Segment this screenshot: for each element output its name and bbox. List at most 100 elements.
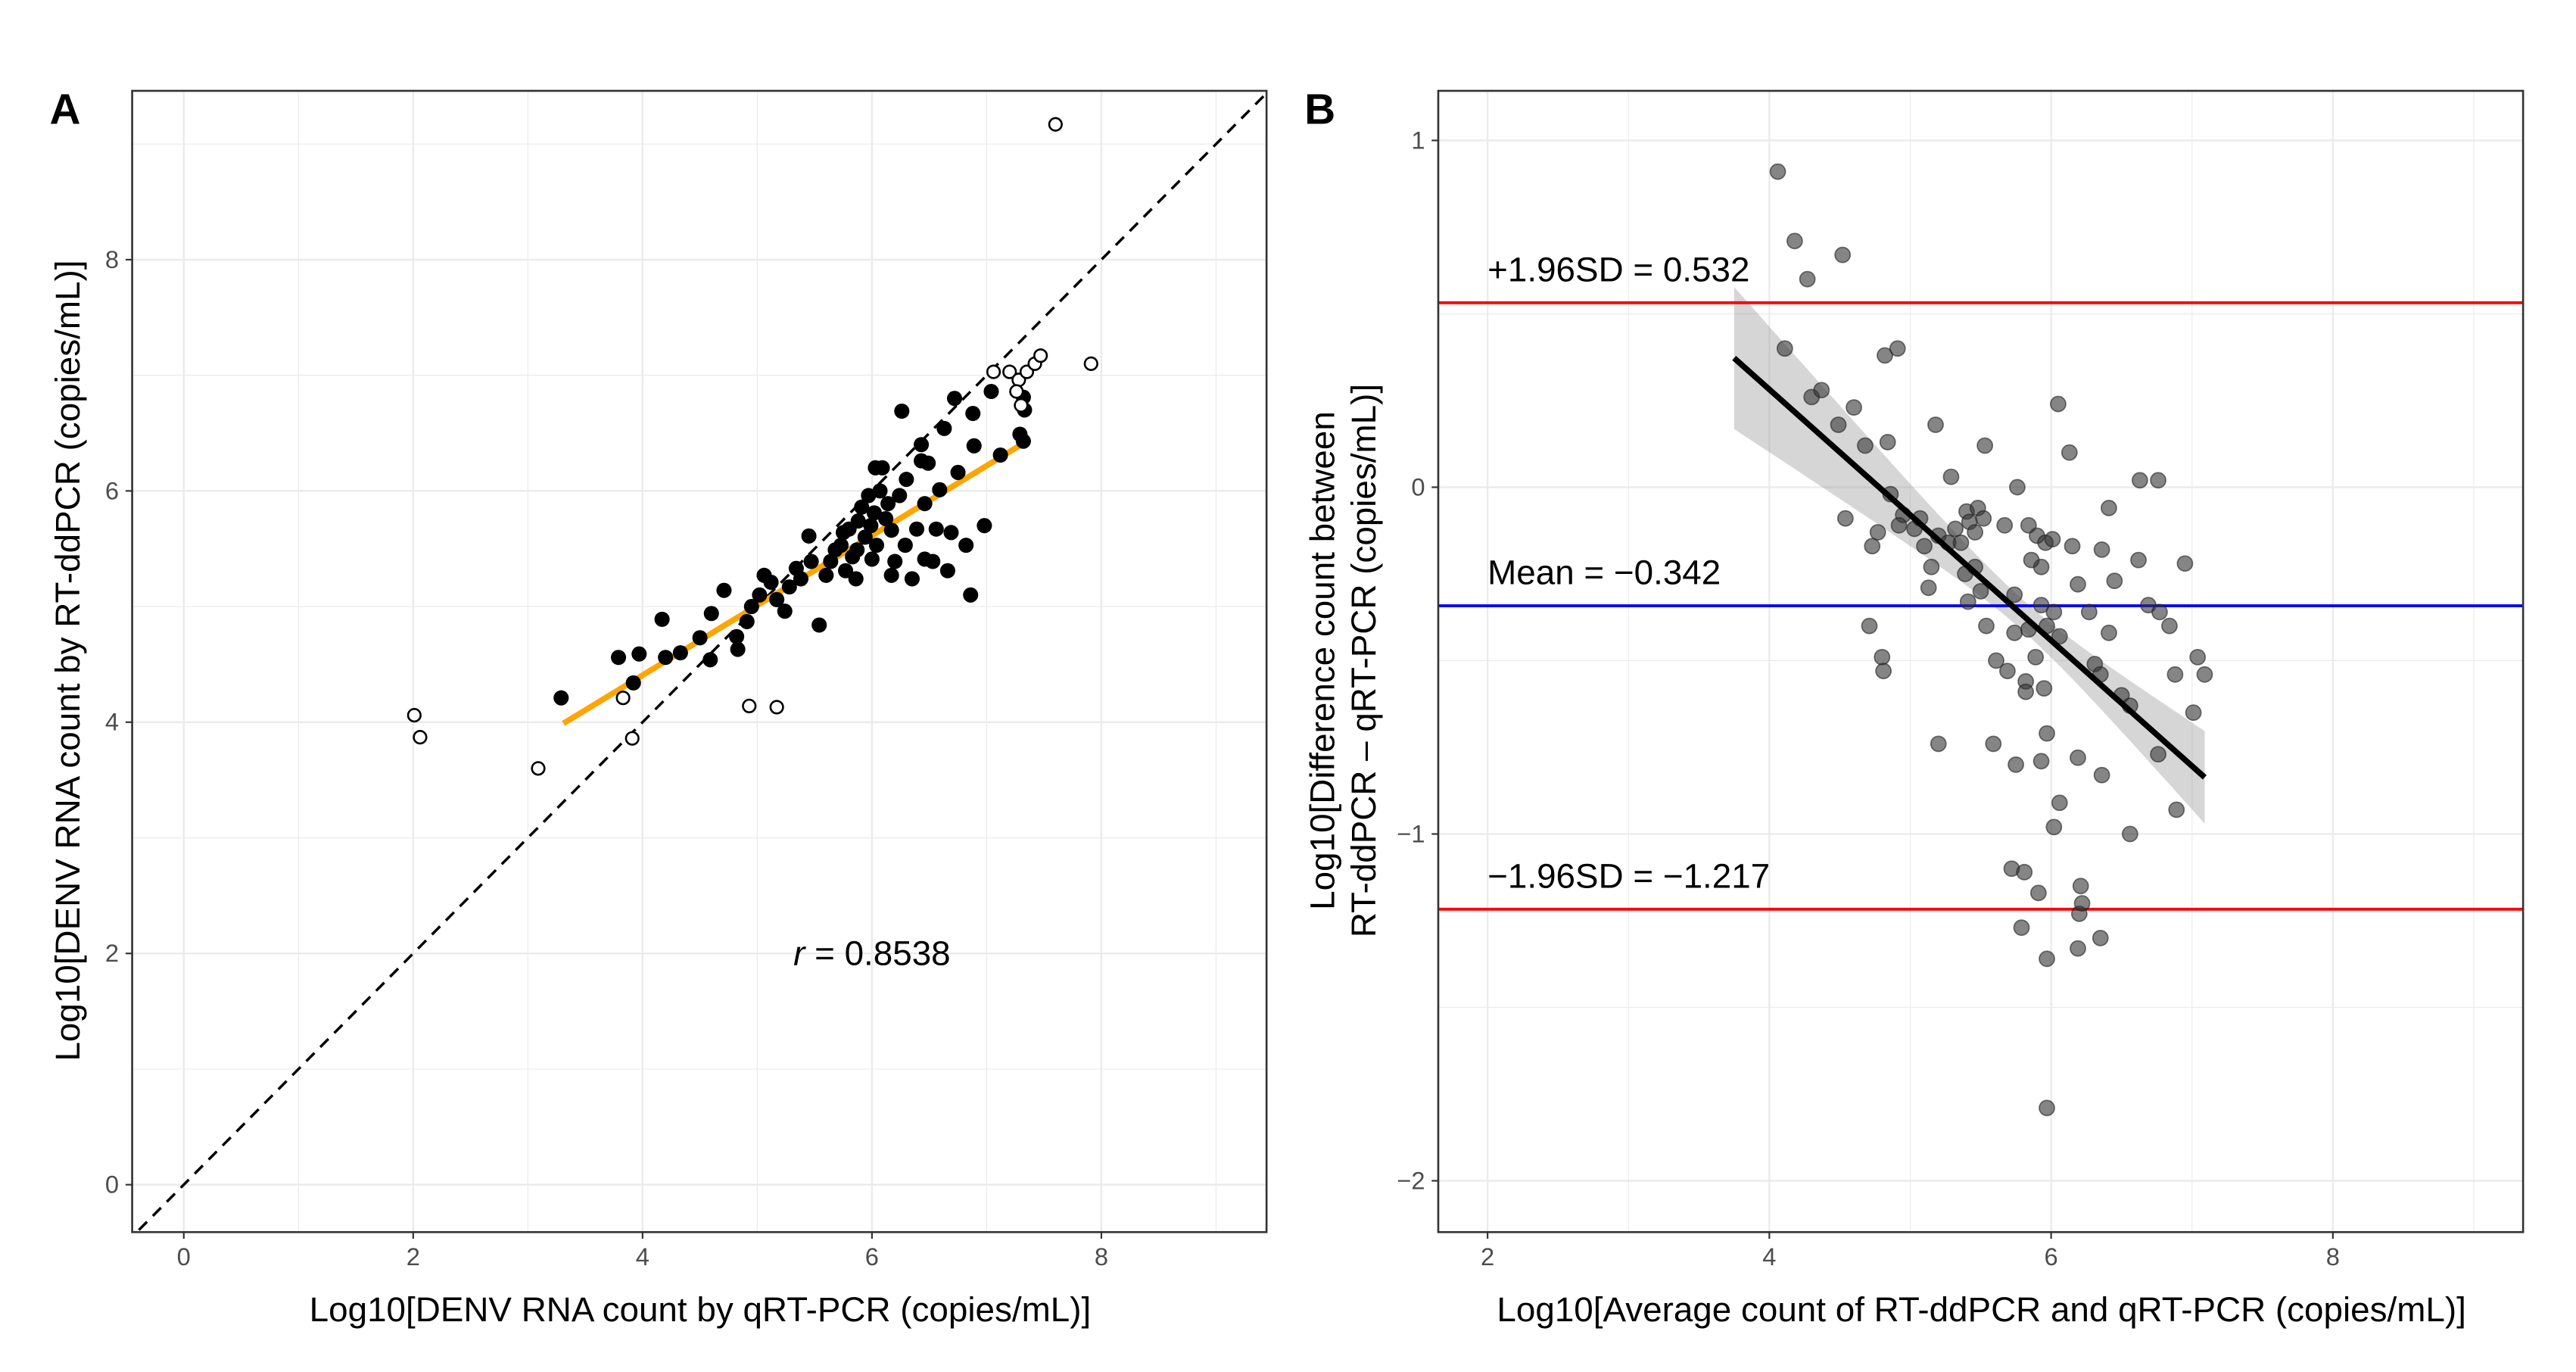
data-point xyxy=(1923,558,1940,575)
data-point xyxy=(897,538,913,553)
data-point xyxy=(2093,766,2110,784)
x-tick-label: 4 xyxy=(1762,1243,1776,1271)
data-point xyxy=(899,472,914,488)
x-tick-label: 6 xyxy=(2045,1243,2058,1271)
data-point xyxy=(2072,878,2089,895)
data-point xyxy=(850,513,866,529)
data-point xyxy=(1786,232,1803,250)
panel-a-plot: 0 2 4 6 8 0 2 4 6 8 r = 0.8538 xyxy=(105,89,1268,1271)
data-point xyxy=(781,579,797,595)
data-point xyxy=(943,525,959,541)
regression-line xyxy=(1732,356,2207,780)
data-point xyxy=(1988,652,2004,669)
y-tick-label: 8 xyxy=(105,245,119,273)
outlier-point xyxy=(406,708,422,723)
data-point xyxy=(936,420,952,436)
panel-b-plot: +1.96SD = 0.532 Mean = −0.342 −1.96SD = −1… xyxy=(1397,89,2525,1271)
data-point xyxy=(793,571,808,587)
data-point xyxy=(2045,819,2063,836)
data-point xyxy=(887,553,903,569)
data-point xyxy=(861,488,877,504)
x-tick-label: 0 xyxy=(177,1243,191,1271)
data-point xyxy=(1942,468,1960,485)
data-point xyxy=(908,521,925,537)
x-tick-label: 8 xyxy=(1095,1243,1108,1271)
data-point xyxy=(672,645,688,661)
data-point xyxy=(1916,538,1933,555)
data-point xyxy=(883,522,899,538)
data-point xyxy=(2070,749,2086,766)
data-point xyxy=(977,518,992,534)
data-point xyxy=(833,538,849,553)
data-point xyxy=(868,538,885,553)
data-point xyxy=(769,591,785,607)
data-point xyxy=(904,571,920,587)
y-tick-label: 6 xyxy=(105,476,119,504)
outlier-point xyxy=(531,761,546,776)
data-point xyxy=(2106,572,2123,590)
data-point xyxy=(2008,756,2024,773)
data-point xyxy=(928,521,944,537)
data-point xyxy=(2032,597,2050,614)
x-tick-label: 2 xyxy=(1481,1243,1494,1271)
data-point xyxy=(2092,929,2109,946)
data-point xyxy=(2131,472,2148,489)
data-point xyxy=(950,464,966,480)
data-point xyxy=(1947,520,1964,538)
data-point xyxy=(857,529,873,545)
confidence-band xyxy=(1733,287,2205,824)
panel-label-b: B xyxy=(1304,86,1335,134)
data-point xyxy=(2036,680,2053,697)
data-point xyxy=(2013,919,2030,937)
outlier-point xyxy=(1083,356,1098,371)
data-point xyxy=(1890,516,1908,534)
data-point xyxy=(763,574,779,591)
data-point xyxy=(1889,340,1906,357)
data-point xyxy=(878,510,894,527)
data-point xyxy=(963,587,979,603)
y-tick-label: −2 xyxy=(1397,1166,1425,1194)
x-tick-label: 8 xyxy=(2326,1243,2340,1271)
data-point xyxy=(1769,163,1786,180)
data-point xyxy=(811,617,827,633)
x-tick-label: 2 xyxy=(406,1243,420,1271)
data-point xyxy=(2064,538,2081,555)
data-point xyxy=(1972,582,1989,600)
data-point xyxy=(966,438,982,454)
data-point xyxy=(849,542,865,558)
data-point xyxy=(625,675,641,691)
data-point xyxy=(848,571,864,587)
data-point xyxy=(2161,617,2178,635)
data-point xyxy=(2032,753,2050,770)
data-point xyxy=(1920,579,1937,597)
outlier-point xyxy=(413,730,428,745)
data-point xyxy=(2023,551,2040,569)
data-point xyxy=(835,525,852,541)
y-tick-label: −1 xyxy=(1397,819,1425,847)
y-tick-label: 2 xyxy=(105,939,119,967)
data-point xyxy=(1776,340,1793,357)
data-point xyxy=(1978,617,1995,635)
data-point xyxy=(992,447,1008,463)
data-point xyxy=(1959,593,1976,610)
data-point xyxy=(880,496,896,512)
data-point xyxy=(2045,603,2063,621)
data-point xyxy=(729,628,745,644)
data-point xyxy=(2093,541,2110,558)
data-point xyxy=(658,650,674,666)
data-point xyxy=(946,391,963,407)
data-point xyxy=(801,528,817,544)
data-point xyxy=(914,437,930,453)
plot-area xyxy=(1438,90,2524,1233)
data-point xyxy=(553,690,569,706)
data-point xyxy=(894,403,910,419)
data-point xyxy=(867,460,883,476)
data-point xyxy=(1976,437,1994,454)
x-tick-label: 6 xyxy=(865,1243,879,1271)
panel-a-border xyxy=(131,89,1268,1233)
data-point xyxy=(932,482,948,497)
correlation-annotation: r = 0.8538 xyxy=(793,934,951,972)
y-tick-label: 4 xyxy=(105,708,119,736)
outlier-point xyxy=(769,700,784,715)
outlier-point xyxy=(1002,364,1017,379)
